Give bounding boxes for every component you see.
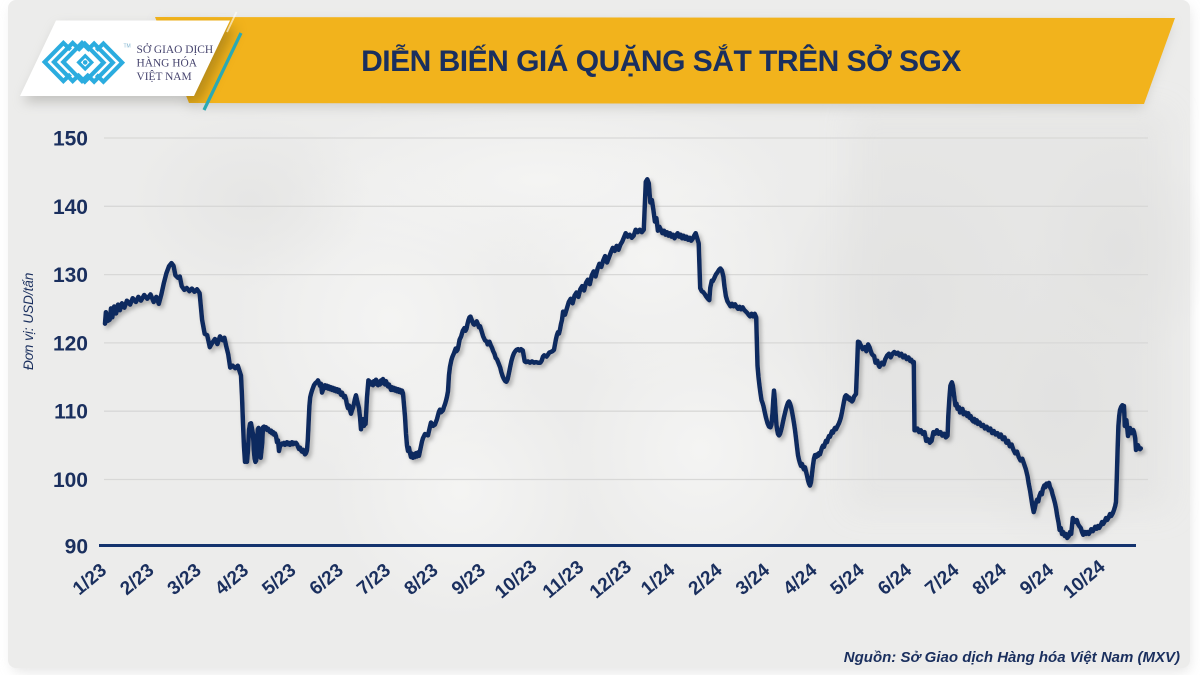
svg-text:Đơn vị: USD/tấn: Đơn vị: USD/tấn bbox=[21, 273, 36, 370]
svg-text:HÀNG HÓA: HÀNG HÓA bbox=[137, 58, 198, 70]
svg-text:VIỆT NAM: VIỆT NAM bbox=[137, 71, 192, 83]
svg-text:150: 150 bbox=[53, 128, 88, 151]
svg-text:100: 100 bbox=[53, 469, 88, 492]
svg-text:DIỄN BIẾN GIÁ QUẶNG SẮT TRÊN S: DIỄN BIẾN GIÁ QUẶNG SẮT TRÊN SỞ SGX bbox=[361, 44, 961, 78]
svg-text:TM: TM bbox=[124, 44, 131, 50]
svg-text:130: 130 bbox=[53, 264, 88, 287]
svg-text:110: 110 bbox=[54, 401, 88, 424]
svg-text:140: 140 bbox=[53, 196, 88, 219]
svg-text:120: 120 bbox=[53, 332, 88, 355]
svg-text:SỞ GIAO DỊCH: SỞ GIAO DỊCH bbox=[137, 44, 214, 56]
svg-text:Nguồn: Sở Giao dịch Hàng hóa V: Nguồn: Sở Giao dịch Hàng hóa Việt Nam (M… bbox=[844, 649, 1180, 666]
svg-text:90: 90 bbox=[65, 535, 88, 558]
